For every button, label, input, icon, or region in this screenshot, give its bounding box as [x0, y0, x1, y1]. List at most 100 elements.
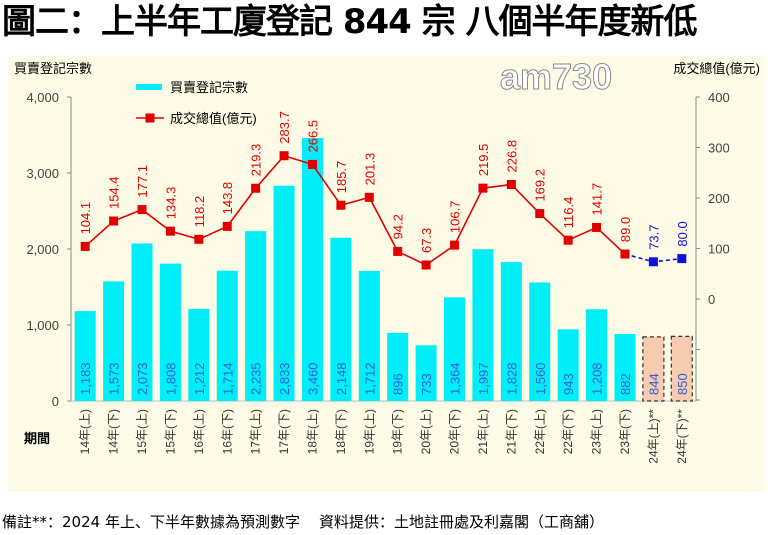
bar [245, 231, 267, 401]
bar-label: 733 [419, 373, 434, 395]
line-label: 185.7 [334, 161, 349, 194]
x-tick-label: 22年(上) [533, 409, 547, 454]
bar-label: 1,183 [78, 362, 93, 395]
line-marker [80, 241, 90, 251]
x-tick-label: 14年(上) [78, 409, 92, 454]
line-label: 67.3 [419, 228, 434, 253]
am730-logo: am730 [499, 56, 613, 97]
bar [216, 270, 238, 401]
x-tick-label: 18年(上) [305, 409, 319, 454]
x-axis-title: 期間 [24, 431, 50, 446]
line-marker [251, 183, 261, 193]
bar [301, 138, 323, 402]
left-tick-label: 3,000 [26, 166, 59, 181]
line-label: 104.1 [78, 202, 93, 235]
bar [500, 262, 522, 401]
line-marker [648, 257, 658, 267]
line-label: 118.2 [192, 196, 207, 228]
x-tick-label: 15年(下) [163, 409, 177, 454]
bar-label: 1,714 [220, 362, 235, 395]
x-tick-label: 18年(下) [334, 409, 348, 454]
line-label: 116.4 [561, 197, 576, 229]
legend-bar-swatch [136, 84, 162, 90]
right-tick-label: 400 [708, 90, 730, 105]
line-marker [506, 179, 516, 189]
x-tick-label: 21年(上) [476, 409, 490, 454]
line-marker [336, 200, 346, 210]
bar-label: 844 [646, 373, 661, 395]
left-axis-title: 買賣登記宗數 [14, 61, 92, 76]
line-label: 106.7 [448, 201, 463, 234]
bar-label: 1,212 [192, 362, 207, 395]
line-marker [450, 240, 460, 250]
line-label: 154.4 [107, 176, 122, 209]
line-marker [620, 249, 630, 259]
line-marker [677, 254, 687, 264]
bar-label: 1,712 [362, 362, 377, 395]
x-tick-label: 17年(下) [277, 409, 291, 454]
bar [188, 308, 210, 401]
line-label: 143.8 [220, 182, 235, 215]
x-tick-label: 21年(下) [504, 409, 518, 454]
x-tick-label: 16年(下) [220, 409, 234, 454]
footnote: 備註**：2024 年上、下半年數據為預測數字 資料提供：土地註冊處及利嘉閣（工… [2, 513, 605, 531]
bar-label: 2,073 [135, 362, 150, 395]
line-marker [137, 205, 147, 215]
line-label: 226.8 [504, 140, 519, 173]
bar [586, 309, 608, 401]
right-tick-label: 100 [708, 242, 730, 257]
line-label: 89.0 [618, 217, 633, 242]
bar [557, 329, 579, 401]
line-marker [563, 235, 573, 245]
legend-line-label: 成交總值(億元) [170, 111, 257, 126]
line-label: 73.7 [646, 224, 661, 249]
line-label: 283.7 [277, 111, 292, 144]
bar [387, 332, 409, 401]
line-marker [222, 221, 232, 231]
left-tick-label: 4,000 [26, 90, 59, 105]
line-marker [109, 216, 119, 226]
line-label: 266.5 [305, 120, 320, 153]
bar-label: 1,997 [476, 362, 491, 395]
bar [74, 311, 96, 401]
line-marker [393, 246, 403, 256]
right-axis-title: 成交總值(億元) [673, 61, 760, 76]
bar-label: 2,833 [277, 362, 292, 395]
line-label: 94.2 [391, 214, 406, 239]
line-label: 219.3 [249, 144, 264, 177]
bar-label: 1,364 [448, 362, 463, 395]
line-marker [307, 159, 317, 169]
bar [444, 297, 466, 401]
line-label: 169.2 [533, 169, 548, 202]
bar [358, 270, 380, 401]
left-tick-label: 2,000 [26, 242, 59, 257]
right-tick-label: 200 [708, 191, 730, 206]
legend-bar-label: 買賣登記宗數 [170, 80, 248, 95]
line-label: 141.7 [590, 183, 605, 216]
legend-line-marker [145, 113, 155, 123]
bar [330, 237, 352, 401]
x-tick-label: 17年(上) [249, 409, 263, 454]
bar-label: 2,235 [249, 362, 264, 395]
line-marker [165, 226, 175, 236]
bar-label: 896 [391, 373, 406, 395]
bar-label: 882 [618, 373, 633, 395]
bar-label: 1,573 [107, 362, 122, 395]
line-marker [592, 222, 602, 232]
x-tick-label: 19年(上) [362, 409, 376, 454]
x-tick-label: 15年(上) [135, 409, 149, 454]
line-label: 134.3 [163, 187, 178, 220]
x-tick-label: 20年(上) [419, 409, 433, 454]
bar-label: 2,148 [334, 362, 349, 395]
line-label: 201.3 [362, 153, 377, 186]
bar-label: 3,460 [305, 362, 320, 395]
line-marker [364, 192, 374, 202]
x-tick-label: 19年(下) [391, 409, 405, 454]
x-tick-label: 24年(下)** [675, 409, 689, 464]
x-tick-label: 16年(上) [192, 409, 206, 454]
x-tick-label: 24年(上)** [646, 409, 660, 464]
bar-label: 943 [561, 373, 576, 395]
x-tick-label: 14年(下) [107, 409, 121, 454]
bar [670, 335, 693, 402]
